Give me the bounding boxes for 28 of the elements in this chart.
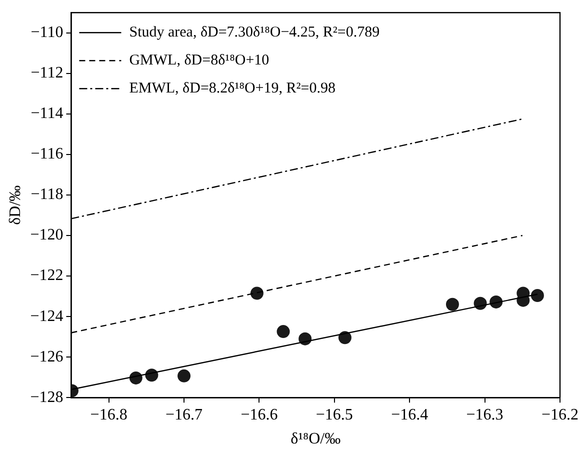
x-tick-label: −16.2 [541, 406, 579, 424]
y-tick-label: −122 [30, 267, 64, 284]
y-tick-label: −124 [30, 308, 64, 325]
y-tick-label: −110 [30, 24, 64, 42]
x-tick-label: −16.8 [90, 406, 128, 424]
y-tick-label: −116 [30, 146, 64, 163]
point [250, 286, 264, 300]
point [276, 325, 290, 338]
legend-label: GMWL, δD=8δ¹⁸O+10 [129, 52, 270, 69]
x-tick-label: −16.4 [391, 406, 428, 424]
y-tick-label: −120 [30, 226, 64, 244]
x-tick-label: −16.6 [240, 406, 278, 424]
point [338, 331, 352, 344]
y-tick-label: −114 [30, 105, 64, 122]
point [178, 369, 191, 382]
x-tick-label: −16.7 [166, 406, 203, 424]
y-tick-label: −126 [30, 348, 64, 366]
y-axis-title: δD/‰ [6, 185, 24, 225]
y-tick-label: −112 [30, 64, 64, 82]
x-axis-title: δ¹⁸O/‰ [290, 430, 341, 448]
legend-label: Study area, δD=7.30δ¹⁸O−4.25, R²=0.789 [129, 24, 380, 41]
x-tick-label: −16.5 [316, 406, 353, 424]
y-tick-label: −118 [30, 186, 64, 204]
x-tick-label: −16.3 [466, 406, 504, 424]
y-tick-label: −128 [30, 388, 64, 406]
point [530, 288, 544, 302]
legend-label: EMWL, δD=8.2δ¹⁸O+19, R²=0.98 [129, 80, 336, 97]
point [446, 298, 459, 311]
